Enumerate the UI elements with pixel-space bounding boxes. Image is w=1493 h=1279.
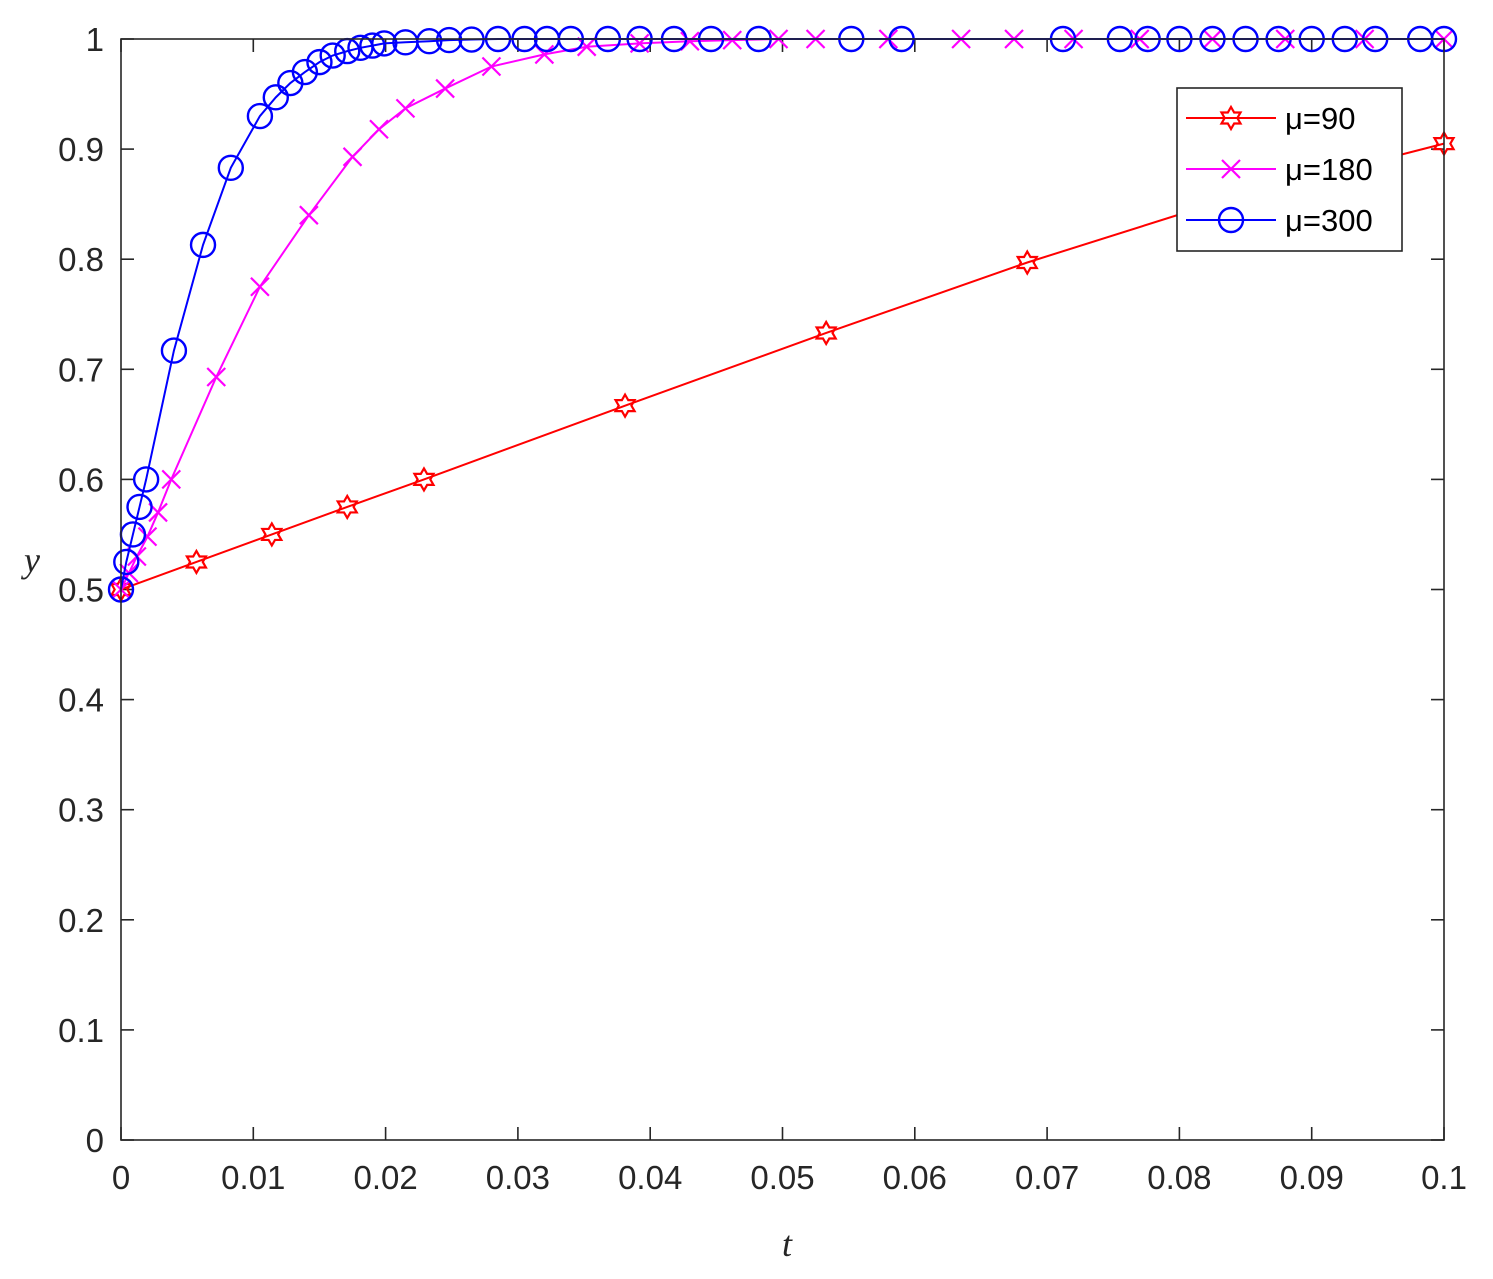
y-axis-label: y bbox=[21, 540, 40, 580]
legend-item: μ=180 bbox=[1186, 152, 1373, 187]
data-point bbox=[435, 26, 463, 54]
legend-label: μ=90 bbox=[1285, 101, 1355, 136]
x-tick-label: 0.07 bbox=[1015, 1159, 1079, 1196]
tick-labels: 0 0.01 0.02 0.03 0.04 0.05 0.06 0.07 0.08 0.09 0.1… bbox=[58, 21, 1467, 1196]
x-tick-label: 0.04 bbox=[618, 1159, 682, 1196]
legend: μ=90 μ=180 μ=300 bbox=[1176, 87, 1403, 252]
y-tick-label: 0.2 bbox=[58, 902, 104, 939]
data-point bbox=[342, 147, 363, 167]
x-tick-label: 0.08 bbox=[1147, 1159, 1211, 1196]
x-tick-label: 0.01 bbox=[221, 1159, 285, 1196]
x-tick-label: 0.03 bbox=[486, 1159, 550, 1196]
data-point bbox=[359, 32, 386, 59]
x-tick-label: 0.09 bbox=[1280, 1159, 1344, 1196]
data-point bbox=[132, 466, 160, 493]
data-point bbox=[126, 493, 153, 521]
y-tick-label: 0.4 bbox=[58, 682, 104, 719]
data-point bbox=[113, 548, 140, 576]
x-tick-label: 0.06 bbox=[883, 1159, 947, 1196]
data-point bbox=[576, 36, 597, 57]
x-tick-label: 0.05 bbox=[750, 1159, 814, 1196]
x-tick-label: 0.02 bbox=[353, 1159, 417, 1196]
y-tick-label: 0.5 bbox=[58, 572, 104, 609]
data-point bbox=[481, 56, 502, 77]
legend-label: μ=300 bbox=[1285, 203, 1373, 238]
data-point bbox=[184, 548, 208, 576]
data-point bbox=[262, 84, 289, 111]
legend-marker bbox=[1219, 104, 1243, 132]
legend-marker bbox=[1217, 206, 1245, 234]
x-axis-label: t bbox=[782, 1224, 793, 1264]
y-tick-label: 0.9 bbox=[58, 131, 104, 168]
data-point bbox=[206, 367, 227, 387]
x-tick-label: 0 bbox=[112, 1159, 130, 1196]
data-point bbox=[335, 493, 359, 521]
series-line bbox=[120, 142, 1445, 591]
data-point bbox=[260, 521, 284, 548]
data-point bbox=[160, 337, 188, 364]
data-point bbox=[1015, 249, 1039, 276]
y-tick-label: 0.3 bbox=[58, 792, 104, 829]
legend-marker bbox=[1221, 159, 1241, 179]
data-point bbox=[299, 205, 319, 225]
data-point bbox=[435, 78, 455, 99]
x-tick-label: 0.1 bbox=[1421, 1159, 1467, 1196]
data-point bbox=[722, 30, 743, 50]
y-tick-label: 0.8 bbox=[58, 241, 104, 278]
data-point bbox=[217, 154, 245, 182]
legend-item: μ=90 bbox=[1186, 101, 1355, 136]
y-tick-label: 0.7 bbox=[58, 351, 104, 388]
data-point bbox=[161, 469, 182, 490]
data-point bbox=[814, 319, 838, 347]
data-point bbox=[371, 30, 398, 57]
data-point bbox=[189, 231, 217, 259]
data-point bbox=[395, 98, 416, 119]
y-tick-label: 0.1 bbox=[58, 1012, 104, 1049]
y-tick-label: 1 bbox=[86, 21, 104, 58]
y-tick-label: 0.6 bbox=[58, 461, 104, 498]
data-point bbox=[306, 48, 333, 76]
plot-frame bbox=[120, 38, 1445, 1141]
y-tick-label: 0 bbox=[86, 1122, 104, 1159]
data-point bbox=[246, 102, 274, 130]
data-point bbox=[369, 119, 389, 140]
data-point bbox=[291, 58, 319, 86]
data-point bbox=[412, 466, 436, 493]
data-point bbox=[613, 392, 637, 419]
data-point bbox=[319, 42, 346, 69]
data-point bbox=[250, 276, 270, 297]
legend-item: μ=300 bbox=[1186, 203, 1373, 238]
legend-label: μ=180 bbox=[1285, 152, 1373, 187]
data-point bbox=[416, 28, 443, 55]
